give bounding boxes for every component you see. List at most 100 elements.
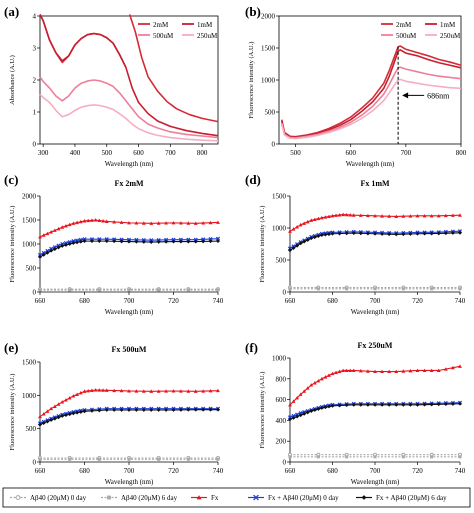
series-a-0 [39,14,127,68]
data-point [288,248,292,253]
data-point [208,407,213,412]
data-point [75,238,80,243]
y-tick-label: 1500 [272,193,287,201]
data-point [90,239,94,244]
data-point [78,390,83,395]
x-axis-label: Wavelength (nm) [105,478,154,486]
data-point [156,237,161,243]
data-point [458,364,462,368]
data-point [309,218,314,222]
y-tick-label: 2000 [261,13,276,21]
x-tick-label: 700 [124,467,135,475]
data-point [193,239,198,244]
y-tick-label: 0 [33,141,37,149]
series-c-1 [37,236,221,258]
data-point [149,408,154,412]
data-point [288,417,292,422]
data-point [216,388,220,393]
data-point [401,287,405,291]
data-point [67,412,72,417]
data-point [149,389,154,393]
data-point [97,408,102,413]
data-point [305,410,310,415]
legend-label: Aβ40 (20μM) 6 day [121,494,178,502]
series-a-2 [39,14,219,137]
data-point [193,389,198,393]
data-point [348,368,353,372]
data-point [119,239,124,244]
legend-label: 500uM [396,32,417,40]
data-point [75,392,79,396]
x-tick-label: 660 [285,467,296,475]
panel-c: (c) Fx 2mM 660 680 700 720 740 0 500 1000 1500 2000… [4,172,224,316]
data-point [164,221,168,225]
data-point [64,243,68,247]
data-point [49,230,54,234]
data-point [67,240,72,245]
data-point [305,219,310,224]
data-point [112,408,117,412]
x-tick-label: 720 [168,297,179,305]
x-tick-label: 680 [79,297,90,305]
series-d-4 [288,287,462,291]
series-f-3 [287,452,463,457]
y-tick-label: 4 [33,13,37,21]
data-point [201,237,206,242]
data-point [298,413,303,418]
data-point [127,288,131,292]
data-point [291,227,296,231]
data-point [82,389,87,393]
data-point [38,457,42,461]
series-line [39,409,218,426]
data-point [127,408,131,412]
data-point [52,228,57,232]
x-axis-label: Wavelength (nm) [351,478,400,486]
data-point [52,416,57,421]
legend-label: 2mM [153,21,169,29]
data-point [63,240,69,246]
data-point [312,381,317,385]
series-line [289,365,461,406]
data-point [302,411,307,416]
data-point [334,213,338,217]
data-point [97,237,102,242]
data-point [45,419,50,424]
series-d-0 [288,212,462,233]
bottom-legend-item: Aβ40 (20μM) 6 day [101,494,178,502]
data-point [351,402,356,407]
data-point [443,402,448,407]
series-a-3 [39,76,219,139]
data-point [97,239,102,244]
data-point [71,239,76,244]
series-f-2 [288,401,462,422]
data-point [358,402,363,407]
panel-title: Fx 1mM [360,179,390,188]
data-point [56,402,61,406]
x-tick-label: 700 [370,467,381,475]
x-axis-label: Wavelength (nm) [105,308,154,316]
data-point [316,234,321,239]
data-point [309,236,314,241]
data-point [186,221,191,225]
bottom-legend-item: Fx [191,494,219,502]
legend-marker [253,494,259,501]
data-point [193,237,198,242]
data-point [401,369,406,373]
data-point [119,220,124,224]
data-point [345,287,349,291]
data-point [337,369,342,374]
data-point [387,402,392,407]
data-point [366,369,370,373]
x-tick-label: 700 [124,297,135,305]
data-point [415,213,420,218]
data-point [330,371,335,376]
data-point [171,389,176,393]
data-point [443,231,448,236]
data-point [64,413,68,418]
data-point [344,231,349,236]
data-point [380,402,384,407]
data-point [52,404,57,408]
x-tick-label: 720 [412,467,423,475]
data-point [295,395,299,400]
data-point [119,408,124,412]
